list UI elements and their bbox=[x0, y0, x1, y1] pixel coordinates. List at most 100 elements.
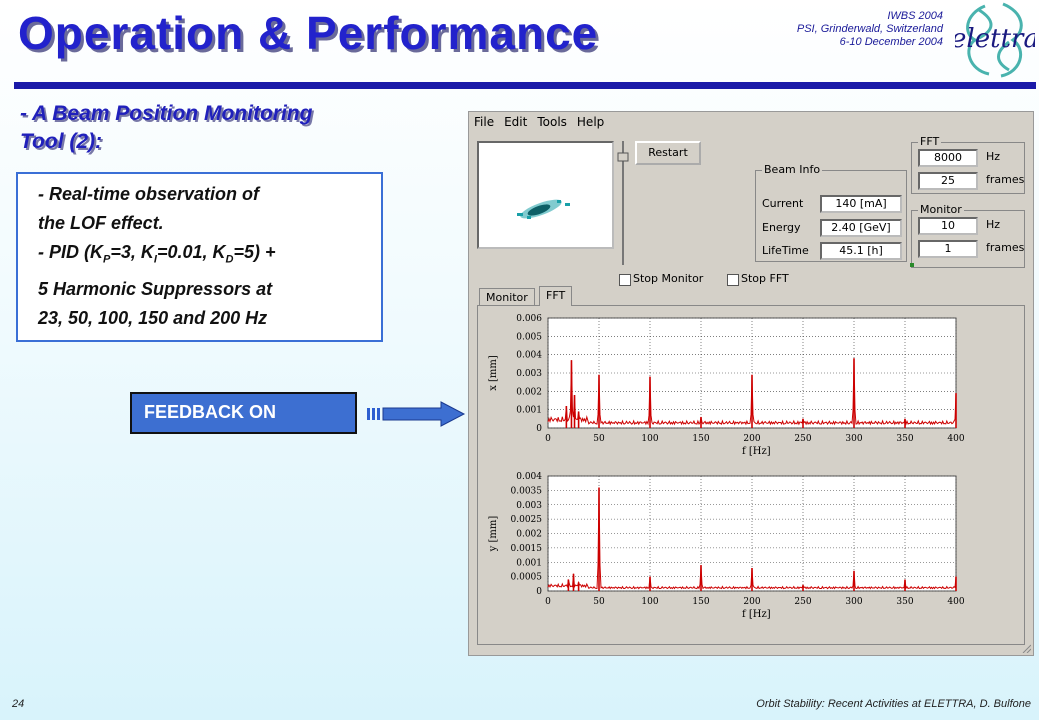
stop-monitor-label: Stop Monitor bbox=[633, 272, 704, 285]
x-tick-label: 350 bbox=[896, 434, 913, 444]
energy-label: Energy bbox=[762, 221, 801, 234]
title-underline bbox=[14, 82, 1036, 89]
slide-title: Operation & Performance bbox=[18, 7, 599, 59]
conference-info: IWBS 2004 PSI, Grinderwald, Switzerland … bbox=[797, 10, 943, 49]
bullet-box: - Real-time observation of the LOF effec… bbox=[16, 172, 383, 342]
x-axis-label: f [Hz] bbox=[742, 446, 771, 457]
footer-text: Orbit Stability: Recent Activities at EL… bbox=[756, 698, 1031, 710]
fft-frames-unit: frames bbox=[986, 173, 1024, 186]
feedback-on-label: FEEDBACK ON bbox=[130, 392, 357, 434]
y-tick-label: 0.005 bbox=[516, 332, 542, 342]
conference-dates: 6-10 December 2004 bbox=[839, 36, 943, 48]
conference-location: PSI, Grinderwald, Switzerland bbox=[796, 23, 943, 35]
menu-tools[interactable]: Tools bbox=[537, 115, 567, 129]
restart-button[interactable]: Restart bbox=[635, 141, 701, 165]
y-tick-label: 0 bbox=[536, 587, 542, 597]
monitor-title: Monitor bbox=[918, 203, 964, 216]
current-field[interactable]: 140 [mA] bbox=[820, 195, 902, 213]
fft-title: FFT bbox=[918, 135, 942, 148]
status-led bbox=[910, 263, 914, 267]
conference-name: IWBS 2004 bbox=[887, 10, 943, 22]
x-tick-label: 200 bbox=[743, 597, 760, 607]
x-tick-label: 300 bbox=[845, 597, 862, 607]
resize-grip-icon[interactable] bbox=[1021, 643, 1031, 653]
y-tick-label: 0.0015 bbox=[511, 544, 543, 554]
fft-hz-field[interactable]: 8000 bbox=[918, 149, 978, 167]
menu-help[interactable]: Help bbox=[576, 115, 605, 129]
monitor-group: Monitor 10 Hz 1 frames bbox=[910, 203, 1025, 268]
x-tick-label: 0 bbox=[545, 434, 551, 444]
x-tick-label: 150 bbox=[692, 597, 709, 607]
menu-edit[interactable]: Edit bbox=[504, 115, 528, 129]
elettra-logo-icon: elettra bbox=[951, 2, 1039, 78]
bullet-line: 5 Harmonic Suppressors at bbox=[38, 278, 273, 299]
y-tick-label: 0.004 bbox=[516, 472, 542, 482]
spectrum-line bbox=[547, 358, 957, 426]
elettra-logo: elettra bbox=[951, 0, 1039, 80]
y-tick-label: 0 bbox=[536, 424, 542, 434]
y-axis-label: y [mm] bbox=[488, 516, 499, 553]
fft-plots: 0 50 100 150 200 250 300 350 400 0 0.001 0.002 0.003… bbox=[488, 314, 965, 620]
beam-info-title: Beam Info bbox=[762, 163, 823, 176]
monitor-frames-unit: frames bbox=[986, 241, 1024, 254]
vertical-slider[interactable] bbox=[617, 141, 629, 265]
y-tick-label: 0.001 bbox=[516, 406, 542, 416]
x-tick-label: 400 bbox=[947, 434, 964, 444]
y-tick-label: 0.0025 bbox=[511, 515, 543, 525]
x-tick-label: 250 bbox=[794, 434, 811, 444]
beam-info-group: Beam Info Current 140 [mA] Energy 2.40 [… bbox=[755, 163, 907, 262]
lifetime-label: LifeTime bbox=[762, 244, 809, 257]
monitor-hz-field[interactable]: 10 bbox=[918, 217, 978, 235]
y-tick-label: 0.003 bbox=[516, 369, 542, 379]
x-tick-label: 100 bbox=[641, 597, 658, 607]
stop-monitor-checkbox[interactable] bbox=[619, 274, 631, 286]
y-tick-label: 0.002 bbox=[516, 530, 542, 540]
stop-fft-checkbox[interactable] bbox=[727, 274, 739, 286]
bpm-tool-window: File Edit Tools Help Restart Beam Info C… bbox=[468, 111, 1034, 656]
y-tick-label: 0.001 bbox=[516, 558, 542, 568]
fft-group: FFT 8000 Hz 25 frames bbox=[911, 135, 1025, 194]
arrow-right-icon bbox=[367, 401, 467, 427]
page-number: 24 bbox=[12, 698, 25, 710]
y-axis-label: x [mm] bbox=[488, 355, 499, 391]
tab-monitor[interactable]: Monitor bbox=[479, 288, 535, 306]
energy-field[interactable]: 2.40 [GeV] bbox=[820, 219, 902, 237]
x-tick-label: 350 bbox=[896, 597, 913, 607]
fft-frames-field[interactable]: 25 bbox=[918, 172, 978, 190]
bullet-line: the LOF effect. bbox=[38, 213, 164, 233]
fft-tab-panel: 0 50 100 150 200 250 300 350 400 0 0.001 0.002 0.003… bbox=[477, 305, 1025, 645]
x-tick-label: 50 bbox=[593, 597, 605, 607]
x-tick-label: 200 bbox=[743, 434, 760, 444]
subtitle-line-1: - A Beam Position Monitoring bbox=[20, 102, 313, 125]
x-tick-label: 150 bbox=[692, 434, 709, 444]
menu-file[interactable]: File bbox=[474, 115, 495, 129]
y-tick-label: 0.004 bbox=[516, 351, 542, 361]
x-tick-label: 50 bbox=[593, 434, 605, 444]
logo-text: elettra bbox=[955, 24, 1035, 54]
x-tick-label: 400 bbox=[947, 597, 964, 607]
stop-fft-label: Stop FFT bbox=[741, 272, 789, 285]
x-axis-label: f [Hz] bbox=[742, 609, 771, 620]
x-tick-label: 0 bbox=[545, 597, 551, 607]
y-tick-label: 0.0035 bbox=[511, 486, 543, 496]
beam-scatter-scope bbox=[477, 141, 614, 249]
lifetime-field[interactable]: 45.1 [h] bbox=[820, 242, 902, 260]
y-tick-label: 0.002 bbox=[516, 387, 542, 397]
x-tick-label: 300 bbox=[845, 434, 862, 444]
subtitle-line-2: Tool (2): bbox=[20, 130, 103, 153]
y-tick-label: 0.0005 bbox=[511, 573, 543, 583]
bullet-line: - Real-time observation of bbox=[38, 184, 260, 204]
current-label: Current bbox=[762, 197, 804, 210]
monitor-frames-field[interactable]: 1 bbox=[918, 240, 978, 258]
x-tick-label: 100 bbox=[641, 434, 658, 444]
tab-fft[interactable]: FFT bbox=[539, 286, 573, 306]
menu-bar: File Edit Tools Help bbox=[473, 115, 605, 133]
x-tick-label: 250 bbox=[794, 597, 811, 607]
y-tick-label: 0.003 bbox=[516, 501, 542, 511]
pid-line: - PID (KP=3, KI=0.01, KD=5) + bbox=[38, 242, 276, 266]
section-subtitle: - A Beam Position Monitoring Tool (2): bbox=[20, 100, 312, 156]
y-tick-label: 0.006 bbox=[516, 314, 542, 324]
bullet-line: 23, 50, 100, 150 and 200 Hz bbox=[38, 307, 268, 328]
monitor-hz-unit: Hz bbox=[986, 218, 1001, 231]
fft-hz-unit: Hz bbox=[986, 150, 1001, 163]
